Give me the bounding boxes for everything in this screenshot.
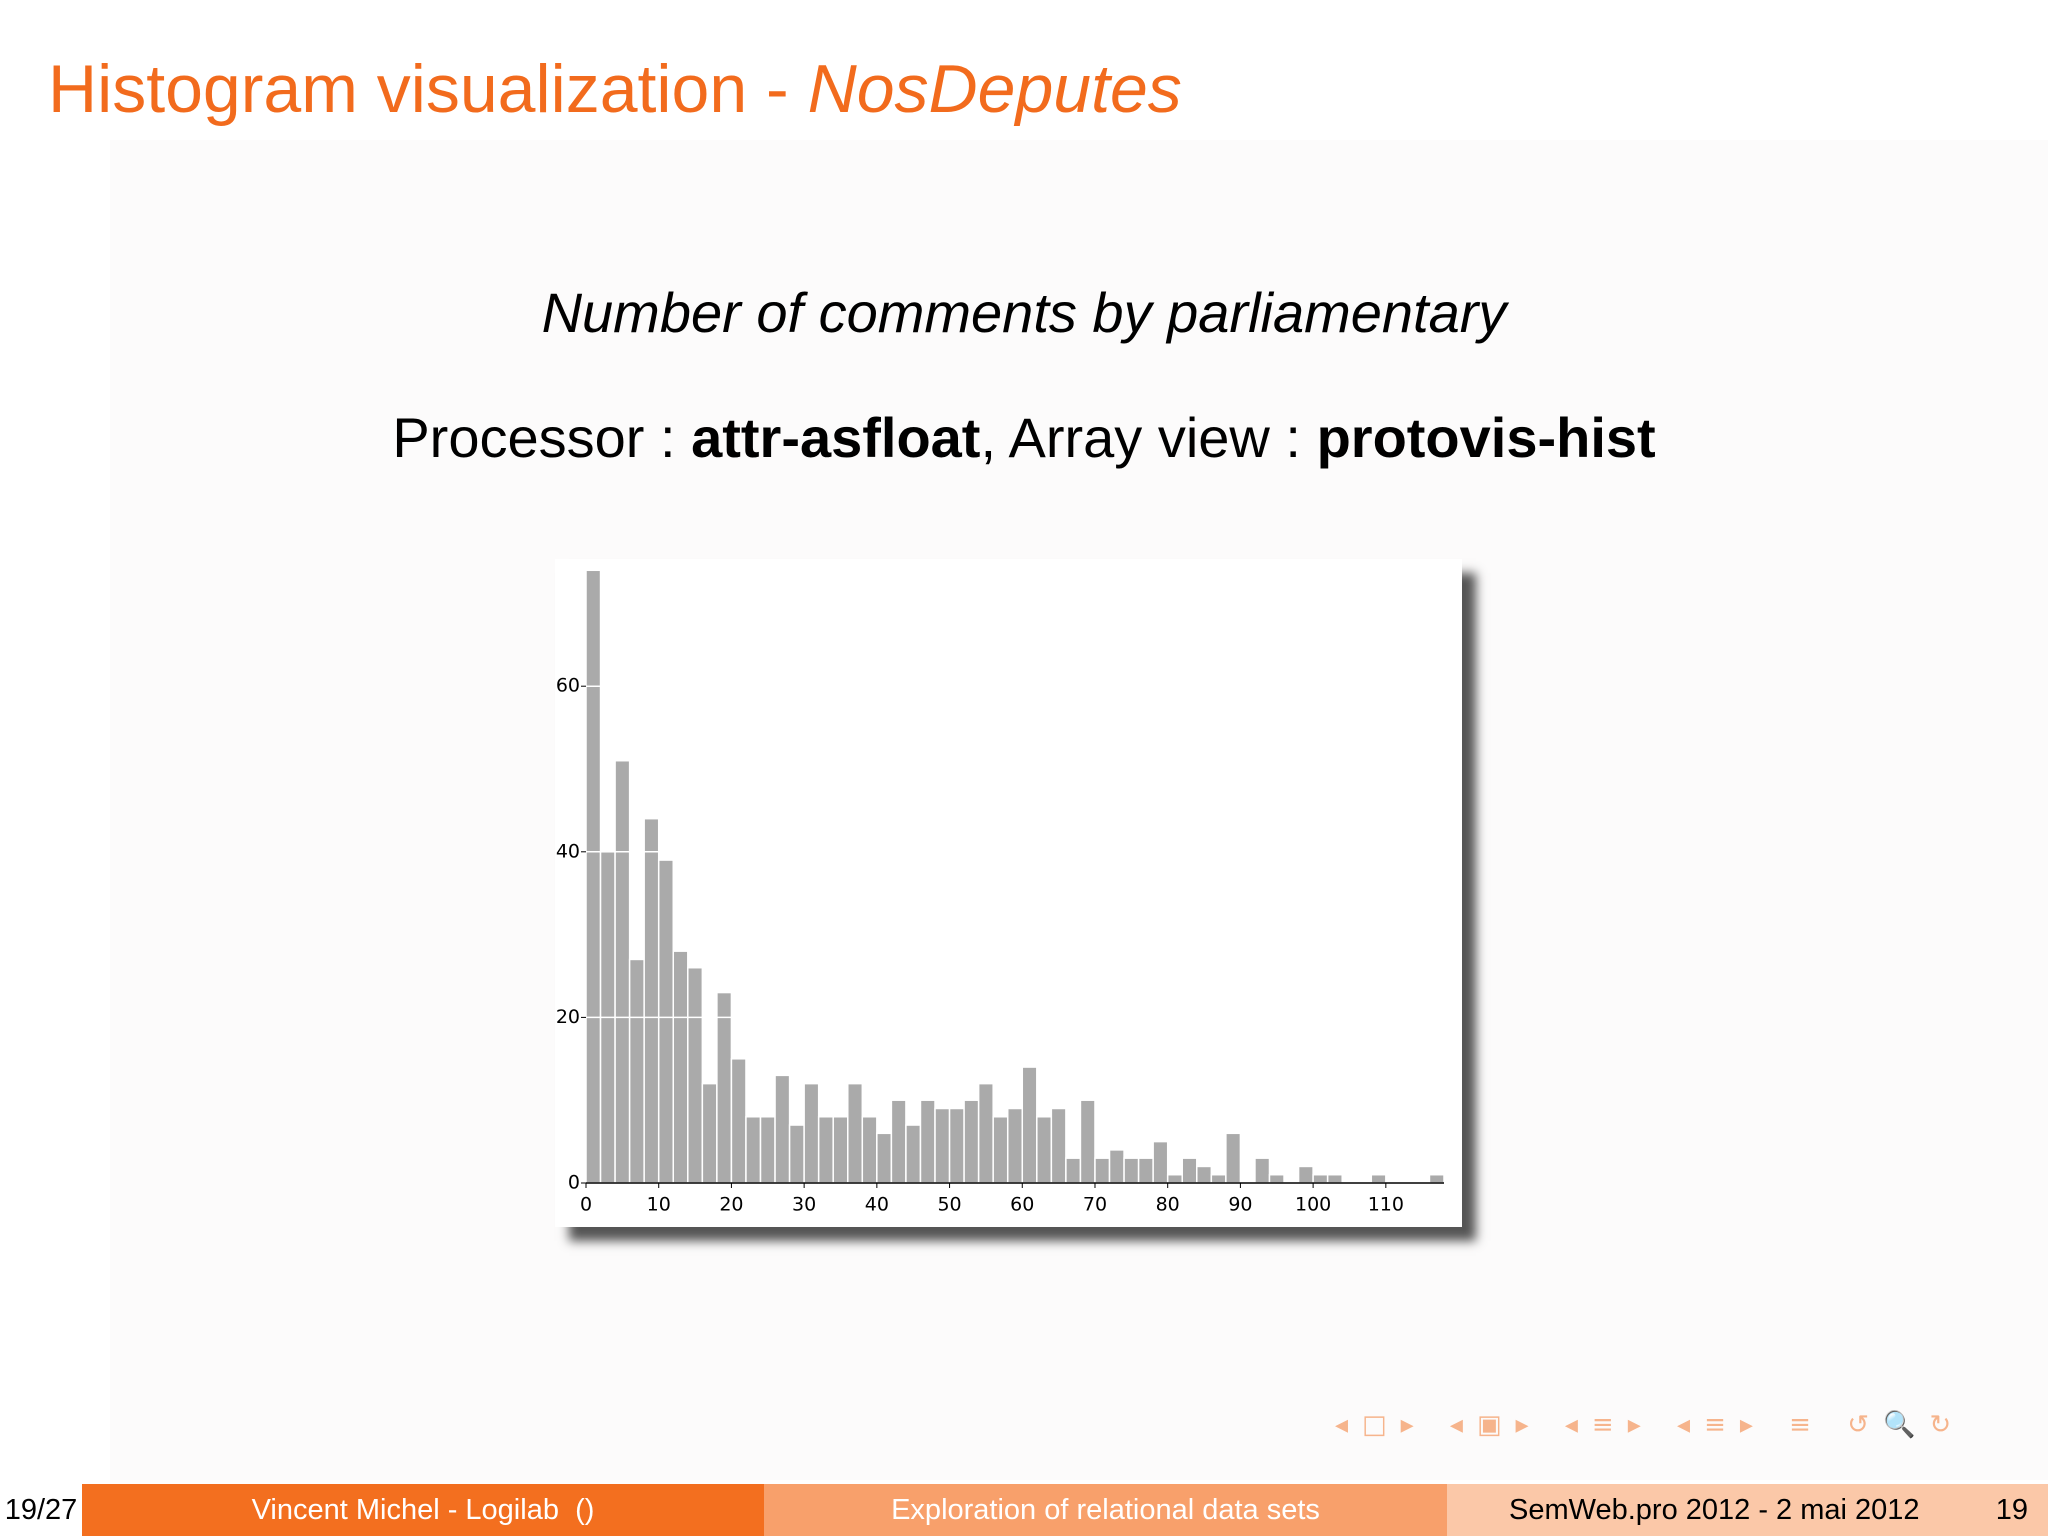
bar — [628, 958, 645, 1184]
bar — [977, 1082, 994, 1184]
bar — [1225, 1132, 1242, 1184]
processor-line: Processor : attr-asfloat, Array view : p… — [0, 405, 2048, 470]
footer-author: Vincent Michel - Logilab () — [82, 1484, 764, 1536]
slide-title: Histogram visualization - NosDeputes — [48, 50, 1182, 128]
bar — [614, 759, 631, 1184]
bar — [759, 1116, 776, 1184]
bar — [992, 1116, 1009, 1184]
bar — [1268, 1173, 1285, 1184]
event-text: SemWeb.pro 2012 - 2 mai 2012 — [1509, 1494, 1920, 1526]
bar — [687, 966, 704, 1184]
x-tick-label: 0 — [580, 1194, 592, 1216]
bar — [1196, 1165, 1213, 1184]
x-tick-label: 100 — [1295, 1194, 1331, 1216]
bar — [1006, 1107, 1024, 1184]
y-tick-label: 0 — [568, 1172, 580, 1194]
bar — [1065, 1157, 1082, 1184]
x-tick-label: 110 — [1368, 1194, 1404, 1216]
x-tick-label: 60 — [1010, 1194, 1034, 1216]
bold-text: attr-asfloat — [691, 406, 981, 469]
title-text: Histogram visualization - — [48, 51, 808, 127]
bar — [1123, 1157, 1140, 1184]
bar — [1297, 1165, 1314, 1184]
bar — [847, 1082, 864, 1184]
x-tick-label: 80 — [1156, 1194, 1180, 1216]
bar — [919, 1099, 936, 1184]
subtitle: Number of comments by parliamentary — [541, 281, 1507, 344]
bar — [1312, 1173, 1329, 1184]
bar — [890, 1099, 907, 1184]
nav-icons[interactable]: ◂□▸ ◂▣▸ ◂≡▸ ◂≡▸ ≡ ↺🔍↻ — [1335, 1410, 1966, 1440]
bar — [672, 950, 689, 1184]
x-tick-label: 90 — [1228, 1194, 1252, 1216]
bar — [1166, 1173, 1183, 1184]
y-tick-label: 60 — [556, 675, 580, 697]
bar — [1254, 1157, 1271, 1184]
bar — [817, 1116, 834, 1184]
title-italic: NosDeputes — [807, 51, 1182, 127]
bar — [832, 1116, 849, 1184]
x-tick-label: 40 — [865, 1194, 889, 1216]
bar — [1050, 1107, 1067, 1184]
bar — [643, 817, 660, 1184]
text: , Array view : — [980, 406, 1317, 469]
bar — [934, 1107, 951, 1184]
bar — [1079, 1099, 1096, 1184]
bar — [948, 1107, 965, 1184]
bar — [701, 1082, 718, 1184]
bar — [803, 1082, 820, 1184]
text: Processor : — [392, 406, 692, 469]
bar — [730, 1058, 747, 1184]
bar — [1108, 1149, 1125, 1184]
y-tick-label: 40 — [556, 840, 580, 862]
bar — [774, 1074, 791, 1184]
bar — [1326, 1173, 1343, 1184]
bar — [1210, 1173, 1227, 1184]
bar — [585, 569, 602, 1184]
bar — [1036, 1116, 1053, 1184]
bold-text: protovis-hist — [1316, 406, 1656, 469]
bar — [716, 991, 733, 1184]
footer-page: 19/27 — [4, 1494, 78, 1526]
bar — [1181, 1157, 1198, 1184]
footer-event: SemWeb.pro 2012 - 2 mai 2012 19 — [1447, 1484, 2048, 1536]
x-tick-label: 50 — [937, 1194, 961, 1216]
y-tick-label: 20 — [556, 1006, 580, 1028]
bar — [1370, 1173, 1387, 1184]
x-tick-label: 30 — [792, 1194, 816, 1216]
bar — [1137, 1157, 1154, 1184]
footer-talk: Exploration of relational data sets — [764, 1484, 1447, 1536]
page-number: 19 — [1995, 1494, 2028, 1526]
bar — [1021, 1066, 1038, 1184]
x-tick-label: 10 — [647, 1194, 671, 1216]
bar — [963, 1099, 980, 1184]
bar — [745, 1116, 762, 1184]
bar — [788, 1124, 805, 1184]
bar — [1094, 1157, 1111, 1184]
bar — [861, 1116, 878, 1184]
bar — [905, 1124, 922, 1184]
x-tick-label: 20 — [719, 1194, 743, 1216]
bar — [657, 859, 675, 1184]
chart: 0 20 40 60 0 10 20 30 40 50 60 70 80 90 100 110 — [556, 569, 1445, 1216]
bar — [1152, 1140, 1169, 1184]
bar — [1428, 1173, 1445, 1184]
x-tick-label: 70 — [1083, 1194, 1107, 1216]
bar — [876, 1132, 893, 1184]
